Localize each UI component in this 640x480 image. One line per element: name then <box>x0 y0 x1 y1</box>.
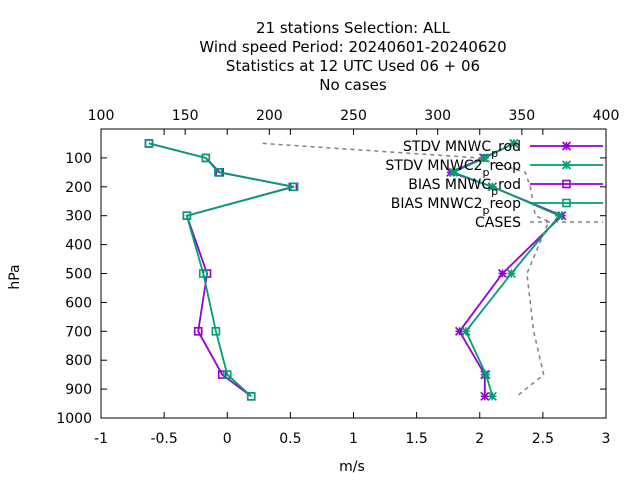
series-point <box>198 269 208 278</box>
x2-tick-label: 200 <box>256 108 283 124</box>
series-line <box>148 142 295 397</box>
series-3 <box>144 139 298 401</box>
series-point <box>214 168 223 177</box>
y-tick-label: 1000 <box>56 411 92 427</box>
y-tick-label: 400 <box>65 238 92 254</box>
series-point <box>182 211 192 220</box>
series-point <box>144 139 154 148</box>
x2-tick-label: 300 <box>424 108 451 124</box>
y-tick-label: 800 <box>65 353 92 369</box>
series-point <box>480 391 490 401</box>
series-point <box>506 268 516 279</box>
legend-label: BIAS MNWCprod <box>408 177 521 198</box>
y-tick-label: 200 <box>65 180 92 196</box>
y-tick-label: 600 <box>65 295 92 311</box>
series-point <box>211 326 221 336</box>
x-tick-label: 0 <box>223 431 232 447</box>
series-line <box>148 142 294 398</box>
x-tick-label: -1 <box>94 431 108 447</box>
series-point <box>222 370 232 379</box>
legend-entry: STDV MNWCprod <box>403 139 603 160</box>
title-line-1: 21 stations Selection: ALL <box>256 19 451 37</box>
y-tick-label: 700 <box>65 324 92 340</box>
legend-entry: STDV MNWC2preop <box>385 158 603 179</box>
y-tick-label: 100 <box>65 151 92 167</box>
x-axis-title: m/s <box>339 459 365 475</box>
series-2 <box>448 138 564 401</box>
legend-label: BIAS MNWC2preop <box>391 196 521 217</box>
title-line-2: Wind speed Period: 20240601-20240620 <box>199 38 506 56</box>
series-point <box>480 153 490 163</box>
series-point <box>487 391 497 401</box>
axis-labels: m/s hPa <box>7 264 365 475</box>
series-point <box>193 326 203 336</box>
x-tick-label: 1.5 <box>405 431 427 447</box>
plot-area: -1 -0.5 0 0.5 1 1.5 2 2.5 3 100 150 200 250 300 350 400… <box>56 108 619 447</box>
series-point <box>562 179 571 189</box>
series-layer <box>144 138 567 401</box>
series-point <box>497 268 508 279</box>
x2-tick-label: 400 <box>593 108 620 124</box>
x-tick-label: -0.5 <box>150 431 177 447</box>
x-tick-label: 1 <box>349 431 358 447</box>
x-tick-label: 2.5 <box>532 431 554 447</box>
series-point <box>562 198 571 208</box>
legend-entry: CASES <box>475 215 603 231</box>
legend-label: CASES <box>475 215 521 231</box>
title-line-4: No cases <box>319 76 387 94</box>
x2-tick-label: 100 <box>88 108 115 124</box>
series-point <box>201 153 211 163</box>
x2-tick-label: 250 <box>340 108 367 124</box>
series-5 <box>262 142 550 397</box>
x2-tick-label: 150 <box>172 108 199 124</box>
x-tick-label: 3 <box>602 431 611 447</box>
y-axis-title: hPa <box>7 264 23 289</box>
title-line-3: Statistics at 12 UTC Used 06 + 06 <box>226 57 480 75</box>
x-tick-label: 2 <box>475 431 484 447</box>
series-point <box>561 160 572 170</box>
legend-entry: BIAS MNWC2preop <box>391 196 603 217</box>
series-point <box>448 167 458 177</box>
plot-frame <box>100 128 607 419</box>
y-tick-label: 900 <box>65 382 92 398</box>
legend-label: STDV MNWC2preop <box>385 158 521 179</box>
y-tick-label: 500 <box>65 267 92 283</box>
series-point <box>509 138 519 149</box>
series-point <box>289 182 299 192</box>
series-point <box>561 141 572 151</box>
x2-tick-label: 350 <box>508 108 535 124</box>
series-point <box>217 370 227 379</box>
legend-entry: BIAS MNWCprod <box>408 177 603 198</box>
series-point <box>487 182 497 192</box>
series-line <box>262 142 550 397</box>
y-tick-label: 300 <box>65 209 92 225</box>
series-4 <box>144 139 299 401</box>
series-point <box>461 326 471 336</box>
series-point <box>554 211 564 221</box>
x-tick-label: 0.5 <box>279 431 301 447</box>
series-point <box>481 370 491 380</box>
legend-label: STDV MNWCprod <box>403 139 521 160</box>
series-point <box>246 392 256 401</box>
